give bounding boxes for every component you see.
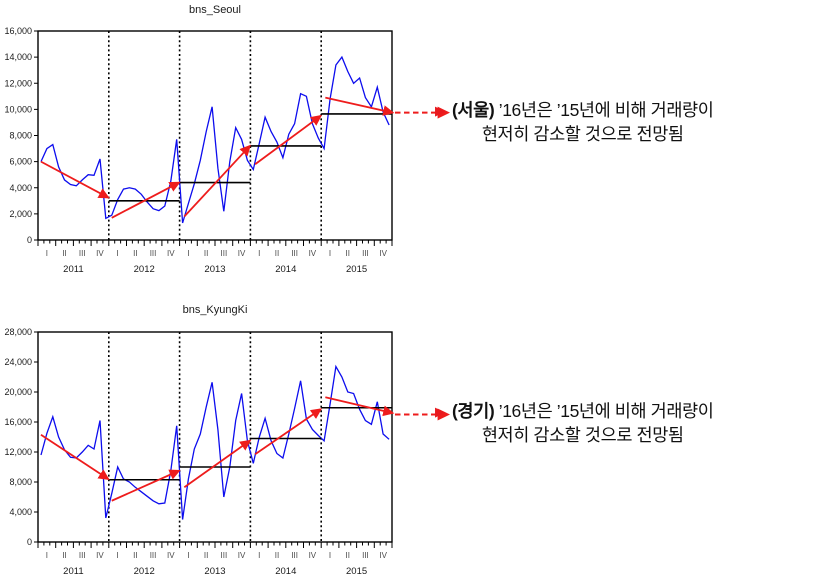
quarter-tick-label: IV: [309, 249, 317, 258]
y-axis-tick-label: 0: [27, 537, 32, 547]
region-label: (경기): [452, 401, 495, 421]
annotation-line1: (경기) ’16년은 ’15년에 비해 거래량이: [452, 401, 714, 421]
year-label: 2012: [134, 566, 155, 577]
quarter-tick-label: I: [117, 551, 119, 560]
quarter-tick-label: II: [62, 249, 66, 258]
chart-title: bns_Seoul: [189, 4, 241, 16]
y-axis-tick-label: 12,000: [4, 447, 32, 457]
trend-arrow: [254, 408, 323, 455]
y-axis-tick-label: 8,000: [9, 131, 32, 141]
seoul-annotation-text: (서울) ’16년은 ’15년에 비해 거래량이 현저히 감소할 것으로 전망됨: [452, 99, 714, 146]
year-label: 2011: [63, 264, 83, 275]
trend-arrow: [111, 469, 181, 502]
quarter-tick-label: II: [275, 551, 279, 560]
y-axis-tick-label: 24,000: [4, 357, 32, 367]
quarter-tick-label: III: [79, 249, 86, 258]
quarter-tick-label: I: [329, 551, 331, 560]
trend-arrow: [254, 114, 323, 165]
quarter-tick-label: IV: [379, 551, 387, 560]
y-axis-tick-label: 0: [27, 235, 32, 245]
year-label: 2011: [63, 566, 83, 577]
plot-frame: [37, 331, 393, 543]
quarter-tick-label: IV: [379, 249, 387, 258]
year-label: 2014: [275, 566, 296, 577]
quarter-tick-label: IV: [238, 551, 246, 560]
year-label: 2014: [275, 264, 296, 275]
quarter-tick-label: I: [187, 551, 189, 560]
trend-arrow: [183, 439, 252, 488]
chart-title: bns_KyungKi: [183, 304, 248, 316]
quarter-tick-label: II: [133, 249, 137, 258]
quarter-tick-label: I: [258, 249, 260, 258]
year-label: 2012: [134, 264, 155, 275]
quarter-tick-label: I: [187, 249, 189, 258]
annotation-line2: 현저히 감소할 것으로 전망됨: [481, 424, 684, 445]
region-label: (서울): [452, 100, 495, 120]
quarter-tick-label: II: [204, 249, 208, 258]
trend-arrow: [325, 96, 395, 116]
kyungki-annotation: ▶ (경기) ’16년은 ’15년에 비해 거래량이 현저히 감소할 것으로 전…: [435, 400, 827, 447]
annotation-arrow-icon: ▶: [435, 404, 445, 419]
annotation-line2: 현저히 감소할 것으로 전망됨: [481, 123, 684, 144]
quarter-tick-label: I: [46, 249, 48, 258]
quarter-tick-label: III: [221, 249, 228, 258]
quarter-tick-label: III: [362, 551, 369, 560]
quarter-tick-label: IV: [167, 551, 175, 560]
quarter-tick-label: IV: [96, 551, 104, 560]
y-axis-tick-label: 16,000: [4, 417, 32, 427]
y-axis-tick-label: 28,000: [4, 327, 32, 337]
y-axis-tick-label: 4,000: [9, 507, 32, 517]
y-axis-tick-label: 20,000: [4, 387, 32, 397]
quarter-tick-label: II: [62, 551, 66, 560]
y-axis-tick-label: 16,000: [4, 26, 32, 36]
y-axis-tick-label: 4,000: [9, 183, 32, 193]
quarter-tick-label: II: [275, 249, 279, 258]
quarter-tick-label: III: [79, 551, 86, 560]
quarter-tick-label: IV: [309, 551, 317, 560]
quarter-tick-label: II: [133, 551, 137, 560]
trend-arrow: [111, 181, 181, 219]
quarter-tick-label: I: [117, 249, 119, 258]
quarter-tick-label: III: [150, 249, 157, 258]
trend-arrow: [183, 144, 252, 218]
year-label: 2013: [204, 566, 225, 577]
annotation-line1: (서울) ’16년은 ’15년에 비해 거래량이: [452, 100, 714, 120]
quarter-tick-label: III: [291, 249, 298, 258]
quarter-tick-label: IV: [167, 249, 175, 258]
quarter-tick-label: I: [329, 249, 331, 258]
seoul-annotation: ▶ (서울) ’16년은 ’15년에 비해 거래량이 현저히 감소할 것으로 전…: [435, 99, 827, 146]
trend-arrow: [325, 396, 395, 417]
y-axis-tick-label: 14,000: [4, 52, 32, 62]
quarter-tick-label: I: [46, 551, 48, 560]
quarter-tick-label: III: [150, 551, 157, 560]
kyungki-chart: bns_KyungKi 0 4,000 8,000 12,000 16,000 20,000…: [4, 304, 451, 577]
annotation-arrow-icon: ▶: [435, 103, 445, 118]
y-axis-tick-label: 10,000: [4, 104, 32, 114]
quarter-tick-label: I: [258, 551, 260, 560]
quarter-tick-label: II: [346, 551, 350, 560]
y-axis-tick-label: 2,000: [9, 209, 32, 219]
quarter-tick-label: III: [221, 551, 228, 560]
quarter-tick-label: III: [362, 249, 369, 258]
monthly-series-line: [40, 55, 390, 224]
seoul-chart: bns_Seoul 0 2,000 4,000 6,000 8,000 10,000 12,0…: [4, 4, 451, 275]
kyungki-annotation-text: (경기) ’16년은 ’15년에 비해 거래량이 현저히 감소할 것으로 전망됨: [452, 400, 714, 447]
year-label: 2015: [346, 264, 367, 275]
y-axis-tick-label: 6,000: [9, 157, 32, 167]
monthly-series-line: [40, 364, 390, 520]
quarter-tick-label: III: [291, 551, 298, 560]
quarter-tick-label: II: [346, 249, 350, 258]
y-axis-tick-label: 8,000: [9, 477, 32, 487]
trend-arrow: [40, 160, 110, 199]
quarter-tick-label: II: [204, 551, 208, 560]
y-axis-tick-label: 12,000: [4, 78, 32, 88]
year-label: 2013: [204, 264, 225, 275]
trend-arrow: [40, 433, 110, 480]
quarter-tick-label: IV: [238, 249, 246, 258]
year-label: 2015: [346, 566, 367, 577]
quarter-tick-label: IV: [96, 249, 104, 258]
